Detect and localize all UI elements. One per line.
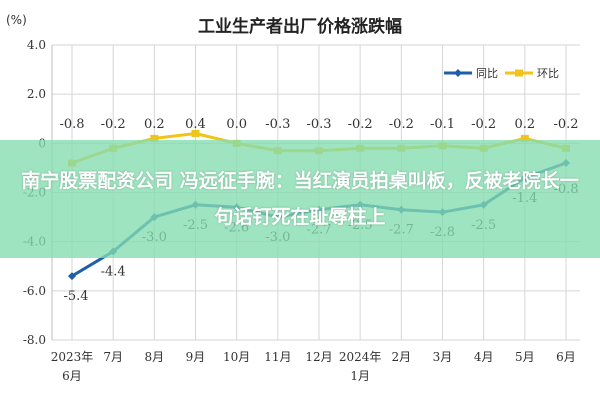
x-tick-label: 2024年 <box>339 350 382 364</box>
x-tick-label: 12月 <box>305 350 332 364</box>
mom-data-label: -0.2 <box>101 117 126 132</box>
mom-data-label: -0.3 <box>265 117 290 132</box>
mom-data-label: -0.2 <box>389 117 414 132</box>
x-tick-label: 6月 <box>62 369 82 383</box>
mom-point <box>191 130 200 137</box>
x-tick-label: 11月 <box>264 350 291 364</box>
x-tick-label: 8月 <box>145 350 165 364</box>
y-axis-unit: (%) <box>6 13 27 27</box>
legend-marker-mom <box>515 69 523 77</box>
legend-label-yoy: 同比 <box>476 67 498 80</box>
yoy-data-label: -5.4 <box>63 289 88 304</box>
legend-label-mom: 环比 <box>537 67 559 80</box>
y-tick-label: 2.0 <box>27 87 46 101</box>
y-tick-label: -6.0 <box>23 284 46 298</box>
legend: 同比 环比 <box>444 67 559 80</box>
x-tick-label: 4月 <box>474 350 494 364</box>
x-axis-ticks: 2023年 6月 7月 8月 9月 10月 11月 12月 2024年 1月 2月 3月 4月 5月 6月 <box>51 350 576 383</box>
mom-data-label: -0.2 <box>348 117 373 132</box>
x-tick-label: 3月 <box>433 350 453 364</box>
mom-data-label: -0.1 <box>430 117 455 132</box>
x-tick-label: 1月 <box>350 369 370 383</box>
yoy-data-label: -4.4 <box>101 265 126 280</box>
x-tick-label: 2023年 <box>51 350 94 364</box>
mom-data-label: 0.0 <box>226 117 247 132</box>
mom-point <box>520 134 529 142</box>
mom-data-label: -0.2 <box>471 117 496 132</box>
mom-data-label: 0.4 <box>185 117 206 132</box>
mom-data-label: -0.8 <box>59 117 84 132</box>
overlay-banner-text: 南宁股票配资公司 冯远征手腕：当红演员拍桌叫板，反被老院长一句话钉死在耻辱柱上 <box>21 170 579 228</box>
mom-data-label: -0.3 <box>306 117 331 132</box>
x-tick-label: 6月 <box>556 350 576 364</box>
yoy-point <box>68 272 76 281</box>
mom-point <box>150 134 159 142</box>
overlay-banner: 南宁股票配资公司 冯远征手腕：当红演员拍桌叫板，反被老院长一句话钉死在耻辱柱上 <box>0 140 600 258</box>
y-tick-label: 4.0 <box>27 38 46 52</box>
x-tick-label: 10月 <box>223 350 250 364</box>
x-tick-label: 9月 <box>186 350 206 364</box>
mom-data-label: 0.2 <box>514 117 535 132</box>
legend-marker-yoy <box>454 69 462 77</box>
mom-data-label: 0.2 <box>144 117 165 132</box>
chart-title: 工业生产者出厂价格涨跌幅 <box>198 16 402 37</box>
x-tick-label: 2月 <box>392 350 412 364</box>
y-tick-label: -8.0 <box>23 333 46 347</box>
mom-data-label: -0.2 <box>553 117 578 132</box>
x-tick-label: 7月 <box>103 350 123 364</box>
x-tick-label: 5月 <box>515 350 535 364</box>
